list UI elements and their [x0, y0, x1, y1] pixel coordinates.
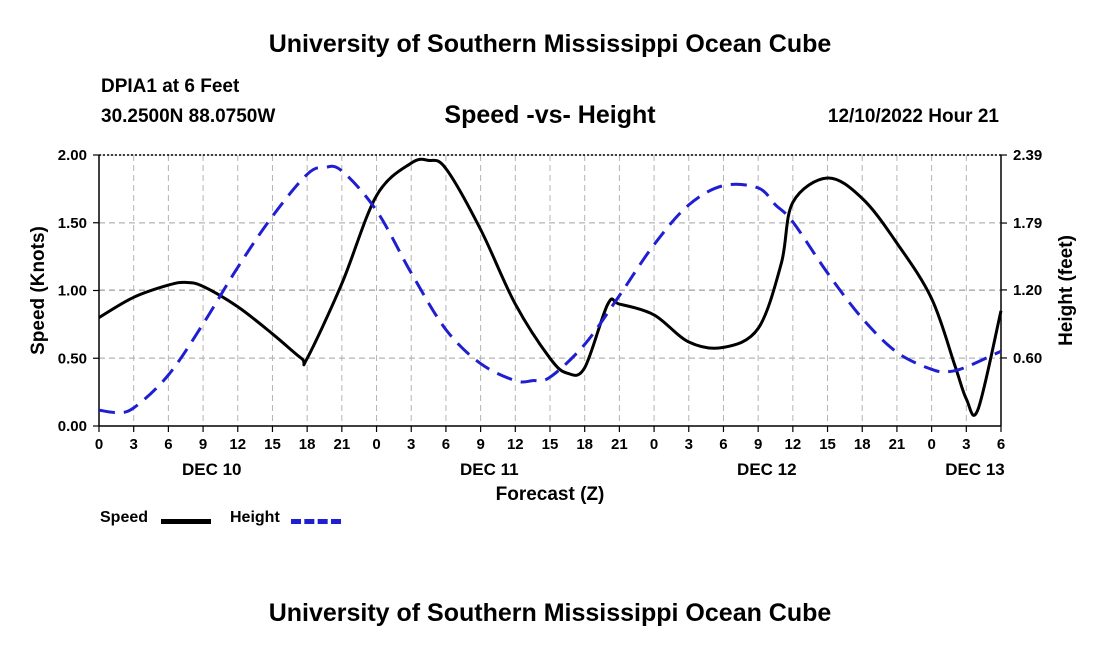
main-title: University of Southern Mississippi Ocean…	[268, 30, 832, 58]
y-axis-title: Speed (Knots)	[28, 226, 49, 355]
x-tick-label: 21	[611, 436, 628, 453]
footer-title: University of Southern Mississippi Ocean…	[268, 599, 832, 627]
speed-series-line	[98, 157, 1003, 417]
forecast-datetime: 12/10/2022 Hour 21	[827, 106, 999, 127]
x-tick-label: 21	[334, 436, 351, 453]
date-label: DEC 11	[460, 460, 519, 479]
y-tick-label: 0.50	[58, 350, 87, 367]
x-tick-label: 6	[997, 436, 1005, 453]
x-tick-label: 12	[229, 436, 246, 453]
legend-speed-swatch	[161, 519, 211, 524]
x-tick-label: 18	[854, 436, 871, 453]
date-label: DEC 12	[737, 460, 797, 479]
x-tick-label: 6	[719, 436, 727, 453]
y-tick-label: 1.50	[58, 215, 87, 232]
x-tick-label: 0	[650, 436, 658, 453]
legend-height-label: Height	[230, 509, 280, 526]
x-tick-label: 0	[372, 436, 380, 453]
x-tick-label: 15	[542, 436, 559, 453]
y2-tick-label: 2.39	[1013, 147, 1042, 164]
x-tick-label: 0	[927, 436, 935, 453]
x-tick-label: 12	[785, 436, 802, 453]
x-axis-title: Forecast (Z)	[496, 484, 605, 505]
y2-tick-label: 1.79	[1013, 215, 1042, 232]
y-tick-label: 2.00	[58, 147, 87, 164]
x-tick-label: 15	[819, 436, 836, 453]
date-label: DEC 13	[945, 460, 1005, 479]
station-label: DPIA1 at 6 Feet	[101, 76, 240, 97]
x-tick-label: 15	[264, 436, 281, 453]
x-tick-label: 0	[95, 436, 103, 453]
date-label: DEC 10	[182, 460, 242, 479]
x-tick-label: 3	[685, 436, 693, 453]
y2-axis-title: Height (feet)	[1056, 235, 1077, 346]
station-coordinates: 30.2500N 88.0750W	[101, 106, 276, 127]
y-tick-label: 1.00	[58, 283, 87, 300]
x-tick-label: 3	[407, 436, 415, 453]
x-tick-label: 6	[164, 436, 172, 453]
x-tick-label: 9	[476, 436, 484, 453]
x-tick-label: 3	[962, 436, 970, 453]
x-tick-label: 12	[507, 436, 524, 453]
x-tick-label: 3	[130, 436, 138, 453]
height-series-line	[98, 164, 1002, 414]
x-tick-label: 9	[754, 436, 762, 453]
x-tick-label: 21	[889, 436, 906, 453]
x-tick-label: 6	[442, 436, 450, 453]
x-tick-label: 9	[199, 436, 207, 453]
x-tick-label: 18	[299, 436, 316, 453]
x-tick-label: 18	[576, 436, 593, 453]
y-tick-label: 0.00	[58, 418, 87, 435]
legend-speed-label: Speed	[100, 509, 149, 526]
chart-title: Speed -vs- Height	[444, 101, 656, 129]
legend-height-swatch	[291, 519, 341, 524]
y2-tick-label: 0.60	[1013, 350, 1042, 367]
y2-tick-label: 1.20	[1013, 282, 1042, 299]
